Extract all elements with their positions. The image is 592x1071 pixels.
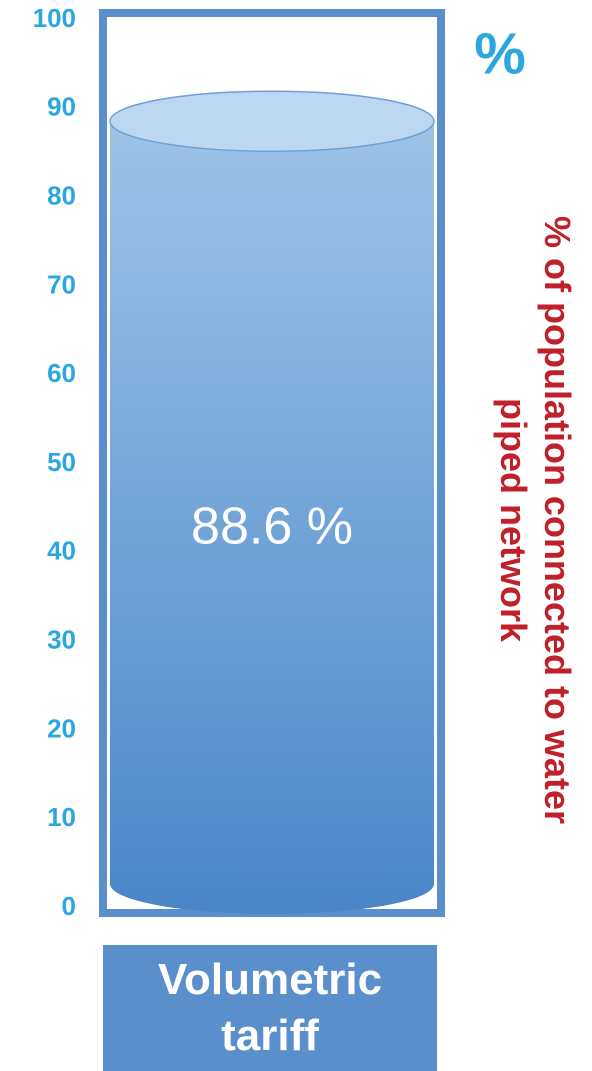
- y-tick-label: 50: [47, 447, 76, 477]
- value-label: 88.6 %: [191, 498, 353, 556]
- y-tick-label: 20: [47, 713, 76, 743]
- cylinder-top: [109, 90, 435, 152]
- y-tick-label: 80: [47, 180, 76, 210]
- y-tick-label: 100: [33, 3, 76, 33]
- category-label: Volumetric tariff: [103, 945, 437, 1071]
- y-tick-label: 90: [47, 92, 76, 122]
- y-tick-label: 0: [62, 891, 76, 921]
- y-tick-label: 70: [47, 269, 76, 299]
- y-tick-label: 60: [47, 358, 76, 388]
- y-tick-label: 30: [47, 624, 76, 654]
- y-axis-label: % of population connected to water piped…: [493, 215, 578, 824]
- y-tick-label: 10: [47, 802, 76, 832]
- unit: %: [474, 21, 526, 86]
- cylinder-body: [110, 121, 434, 915]
- y-tick-label: 40: [47, 536, 76, 566]
